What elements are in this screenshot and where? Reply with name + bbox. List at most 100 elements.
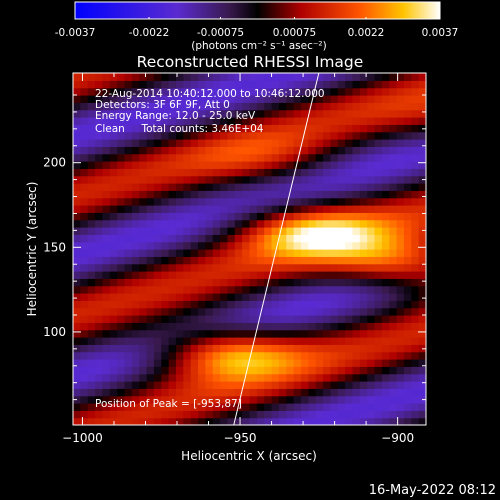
heatmap-cell (418, 403, 426, 411)
heatmap-cell (249, 388, 258, 397)
heatmap-cell (249, 307, 258, 316)
heatmap-cell (183, 403, 192, 411)
heatmap-cell (95, 417, 104, 425)
heatmap-cell (345, 307, 354, 316)
heatmap-cell (403, 212, 412, 221)
heatmap-cell (249, 175, 258, 184)
heatmap-cell (146, 131, 155, 140)
heatmap-cell (411, 109, 420, 118)
heatmap-cell (256, 344, 265, 353)
heatmap-cell (359, 256, 368, 265)
heatmap-cell (146, 381, 155, 389)
heatmap-cell (315, 307, 324, 316)
heatmap-cell (175, 271, 184, 279)
heatmap-cell (300, 249, 309, 257)
heatmap-cell (146, 146, 155, 155)
heatmap-cell (315, 381, 324, 389)
heatmap-cell (315, 197, 324, 206)
heatmap-cell (124, 322, 133, 331)
heatmap-cell (264, 285, 273, 294)
heatmap-cell (271, 197, 280, 206)
heatmap-cell (396, 205, 405, 213)
heatmap-cell (323, 146, 331, 155)
heatmap-cell (139, 87, 148, 96)
heatmap-cell (220, 87, 229, 96)
heatmap-cell (80, 366, 89, 375)
heatmap-cell (227, 322, 236, 331)
heatmap-cell (308, 395, 317, 404)
heatmap-cell (227, 205, 236, 213)
heatmap-cell (227, 117, 236, 125)
heatmap-cell (227, 271, 236, 279)
heatmap-cell (102, 146, 111, 155)
heatmap-cell (374, 183, 383, 191)
heatmap-cell (124, 417, 133, 425)
heatmap-cell (131, 271, 140, 279)
heatmap-cell (359, 293, 368, 301)
heatmap-cell (87, 366, 96, 375)
heatmap-cell (161, 351, 170, 360)
heatmap-cell (396, 146, 405, 155)
heatmap-cell (190, 285, 199, 294)
heatmap-cell (286, 403, 295, 411)
heatmap-cell (389, 359, 398, 367)
heatmap-cell (183, 168, 192, 177)
heatmap-image (73, 73, 426, 425)
heatmap-cell (418, 117, 426, 125)
heatmap-cell (87, 212, 96, 221)
heatmap-cell (323, 73, 331, 81)
heatmap-cell (124, 315, 133, 323)
solar-limb-line (233, 72, 320, 426)
heatmap-cell (323, 329, 331, 338)
heatmap-cell (396, 403, 405, 411)
heatmap-cell (381, 234, 390, 243)
heatmap-cell (293, 315, 302, 323)
heatmap-cell (315, 417, 324, 425)
heatmap-cell (183, 139, 192, 147)
heatmap-cell (264, 241, 273, 250)
heatmap-cell (234, 87, 243, 96)
heatmap-cell (352, 190, 361, 199)
heatmap-cell (73, 80, 81, 89)
heatmap-cell (249, 95, 258, 103)
heatmap-cell (345, 315, 354, 323)
heatmap-cell (323, 219, 331, 228)
heatmap-cell (411, 388, 420, 397)
heatmap-cell (293, 403, 302, 411)
heatmap-cell (131, 381, 140, 389)
heatmap-cell (80, 139, 89, 147)
heatmap-cell (190, 417, 199, 425)
heatmap-cell (315, 344, 324, 353)
heatmap-cell (264, 139, 273, 147)
heatmap-cell (242, 161, 251, 169)
heatmap-cell (411, 337, 420, 345)
heatmap-cell (256, 256, 265, 265)
heatmap-cell (286, 278, 295, 287)
heatmap-cell (367, 381, 376, 389)
heatmap-cell (198, 322, 206, 331)
heatmap-cell (315, 139, 324, 147)
heatmap-cell (153, 73, 162, 81)
heatmap-cell (131, 183, 140, 191)
heatmap-cell (352, 197, 361, 206)
heatmap-cell (330, 234, 339, 243)
heatmap-cell (190, 183, 199, 191)
heatmap-cell (278, 109, 287, 118)
heatmap-cell (374, 87, 383, 96)
heatmap-cell (396, 153, 405, 162)
heatmap-cell (117, 403, 126, 411)
heatmap-cell (286, 359, 295, 367)
heatmap-cell (367, 315, 376, 323)
heatmap-cell (109, 139, 118, 147)
heatmap-cell (146, 315, 155, 323)
heatmap-cell (330, 183, 339, 191)
heatmap-cell (418, 139, 426, 147)
heatmap-cell (396, 109, 405, 118)
heatmap-cell (198, 80, 206, 89)
heatmap-cell (352, 329, 361, 338)
heatmap-cell (359, 403, 368, 411)
heatmap-cell (330, 117, 339, 125)
heatmap-cell (323, 190, 331, 199)
heatmap-cell (117, 307, 126, 316)
